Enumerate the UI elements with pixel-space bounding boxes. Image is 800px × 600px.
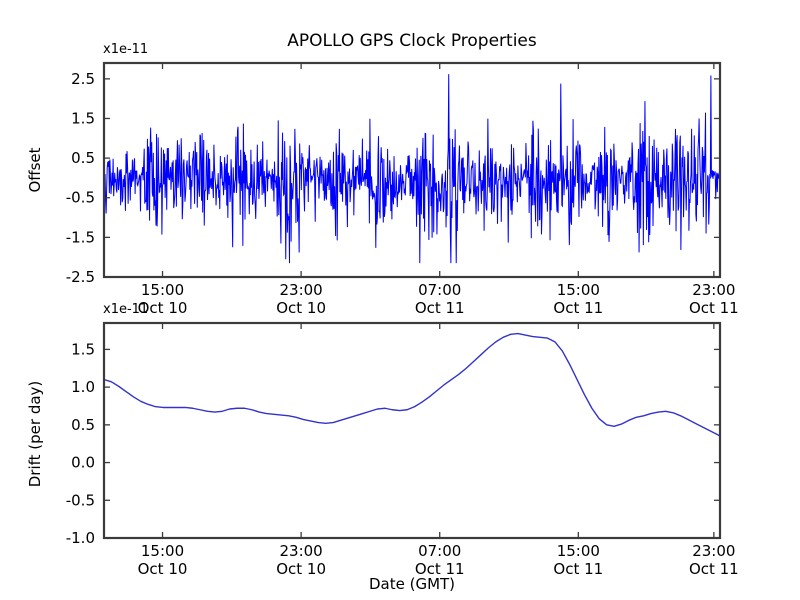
x-tick-label-date: Oct 10 <box>138 560 188 578</box>
x-tick-label-date: Oct 11 <box>553 299 603 317</box>
drift-series <box>104 332 720 437</box>
y-tick-label: 1.5 <box>71 109 95 127</box>
x-tick-label-date: Oct 10 <box>138 299 188 317</box>
x-tick-label-date: Oct 11 <box>553 560 603 578</box>
x-tick-label-date: Oct 11 <box>415 560 465 578</box>
y-tick-label: -1.5 <box>66 228 95 246</box>
x-tick-label-time: 23:00 <box>280 542 323 560</box>
x-tick-label-time: 15:00 <box>557 281 600 299</box>
offset-plot-frame <box>102 61 722 279</box>
y-tick-label: 1.0 <box>71 378 95 396</box>
x-tick-label-time: 07:00 <box>418 542 461 560</box>
offset-exponent-label-top: x1e-11 <box>103 42 148 57</box>
x-tick-label-date: Oct 10 <box>276 299 326 317</box>
y-tick-label: 1.5 <box>71 340 95 358</box>
x-tick-label-time: 23:00 <box>280 281 323 299</box>
x-axis-label-date: Date (GMT) <box>369 575 455 593</box>
offset-series <box>104 74 720 264</box>
x-tick-label-time: 15:00 <box>557 542 600 560</box>
x-tick-label-time: 07:00 <box>418 281 461 299</box>
page-title: APOLLO GPS Clock Properties <box>287 31 537 51</box>
x-tick-label-time: 15:00 <box>141 542 184 560</box>
y-tick-label: -2.5 <box>66 268 95 286</box>
y-tick-label: 2.5 <box>71 70 95 88</box>
y-tick-label: 0.0 <box>71 454 95 472</box>
x-tick-label-time: 23:00 <box>692 281 735 299</box>
drift-plot-frame <box>102 321 722 540</box>
drift-y-ticks: 1.5 1.0 0.5 0.0 -0.5 -1.0 <box>66 340 720 547</box>
x-tick-label-date: Oct 11 <box>689 299 739 317</box>
y-tick-label: 0.5 <box>71 149 95 167</box>
offset-axes: APOLLO GPS Clock Properties x1e-11 Offse… <box>26 31 739 317</box>
y-axis-label-drift: Drift (per day) <box>26 381 44 488</box>
offset-data-line <box>104 74 720 264</box>
drift-data-line <box>104 332 720 437</box>
offset-exponent-label-bottom: x1e-11 <box>103 302 148 317</box>
y-axis-label-offset: Offset <box>26 147 44 192</box>
drift-axes: x1e-11 Drift (per day) Date (GMT) 1.5 1.0… <box>26 302 739 593</box>
y-tick-label: 0.5 <box>71 416 95 434</box>
x-tick-label-time: 15:00 <box>141 281 184 299</box>
x-tick-label-time: 23:00 <box>692 542 735 560</box>
y-tick-label: -1.0 <box>66 529 95 547</box>
x-tick-label-date: Oct 11 <box>415 299 465 317</box>
y-tick-label: -0.5 <box>66 491 95 509</box>
y-tick-label: -0.5 <box>66 189 95 207</box>
x-tick-label-date: Oct 10 <box>276 560 326 578</box>
offset-y-ticks: 2.5 1.5 0.5 -0.5 -1.5 -2.5 <box>66 70 720 286</box>
x-tick-label-date: Oct 11 <box>689 560 739 578</box>
